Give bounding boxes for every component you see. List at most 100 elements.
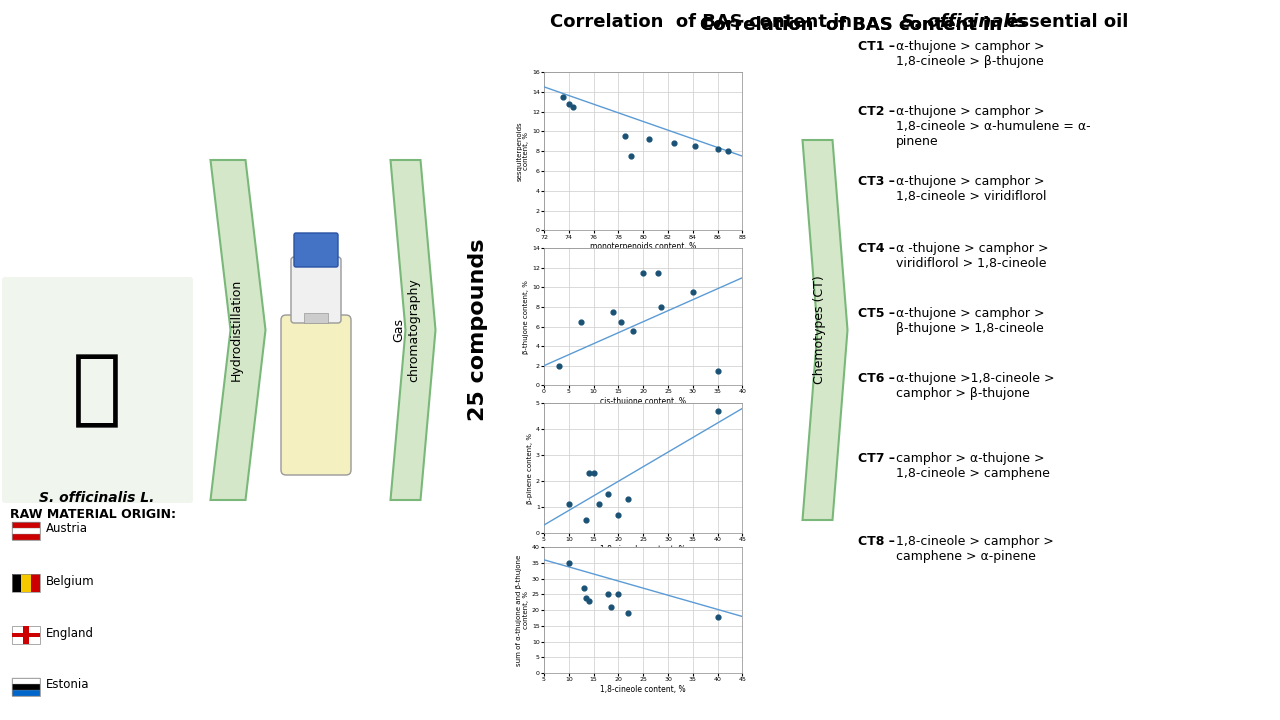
FancyBboxPatch shape [3,277,193,503]
Point [553,91,573,102]
Point [589,498,609,510]
Point [708,611,728,622]
Text: Correlation  of BAS content in: Correlation of BAS content in [550,13,859,31]
Text: α-thujone >1,8-cineole >
camphor > β-thujone: α-thujone >1,8-cineole > camphor > β-thu… [896,372,1055,400]
Point [608,509,628,521]
Text: essential oil: essential oil [1000,13,1129,31]
Polygon shape [390,160,435,500]
Point [608,589,628,600]
Text: Estonia: Estonia [46,678,90,691]
Point [634,267,654,279]
Bar [12,522,40,528]
Text: α-thujone > camphor >
1,8-cineole > β-thujone: α-thujone > camphor > 1,8-cineole > β-th… [896,40,1044,68]
Text: camphor > α-thujone >
1,8-cineole > camphene: camphor > α-thujone > 1,8-cineole > camp… [896,452,1050,480]
Bar [12,684,40,690]
X-axis label: monoterpenoids content, %: monoterpenoids content, % [590,243,696,251]
Point [573,582,594,594]
Text: α -thujone > camphor >
viridiflorol > 1,8-cineole: α -thujone > camphor > viridiflorol > 1,… [896,242,1048,270]
Point [598,589,618,600]
Text: CT2 –: CT2 – [858,105,900,118]
Point [664,138,685,149]
Text: CT6 –: CT6 – [858,372,900,385]
Text: CT5 –: CT5 – [858,307,900,320]
Point [576,514,596,526]
Point [558,498,579,510]
Text: CT3 –: CT3 – [858,175,900,188]
Point [558,557,579,569]
X-axis label: 1,8-cineole content, %: 1,8-cineole content, % [600,545,686,554]
Point [549,360,570,372]
Y-axis label: β-thujone content, %: β-thujone content, % [524,280,529,354]
Text: England: England [46,626,93,639]
Point [584,467,604,479]
Bar [12,574,22,592]
Text: Belgium: Belgium [46,575,95,588]
Point [614,130,635,142]
Polygon shape [803,140,847,520]
Text: 25 compounds: 25 compounds [468,239,488,421]
Point [600,601,621,613]
Text: Chemotypes (CT): Chemotypes (CT) [813,276,826,384]
Text: CT8 –: CT8 – [858,535,900,548]
Point [558,98,579,109]
Point [603,306,623,318]
Text: Correlation  of BAS content in: Correlation of BAS content in [700,16,1009,34]
Point [618,608,639,619]
Text: CT1 –: CT1 – [858,40,900,53]
Point [571,316,591,328]
Y-axis label: β-pinene content, %: β-pinene content, % [527,433,532,503]
Bar [31,574,40,592]
Point [717,145,737,157]
Text: CT7 –: CT7 – [858,452,900,465]
Bar [12,678,40,696]
Text: 1,8-cineole > camphor >
camphene > α-pinene: 1,8-cineole > camphor > camphene > α-pin… [896,535,1053,563]
Text: Gas
chromatography: Gas chromatography [392,278,420,382]
Text: Correlation  of BAS content in: Correlation of BAS content in [700,16,1009,34]
Bar [12,528,40,534]
Y-axis label: sesquiterpenoids
content, %: sesquiterpenoids content, % [516,122,529,181]
Point [611,316,631,328]
Text: α-thujone > camphor >
β-thujone > 1,8-cineole: α-thujone > camphor > β-thujone > 1,8-ci… [896,307,1044,335]
Point [708,365,728,377]
Bar [305,313,328,323]
FancyBboxPatch shape [294,233,338,267]
Point [708,143,728,155]
Point [579,467,599,479]
Bar [23,626,29,644]
Bar [12,534,40,540]
Text: RAW MATERIAL ORIGIN:: RAW MATERIAL ORIGIN: [10,508,177,521]
FancyBboxPatch shape [282,315,351,475]
Text: Hydrodistillation: Hydrodistillation [229,279,242,381]
Point [621,150,641,162]
Point [650,301,671,312]
Point [648,267,668,279]
Point [708,405,728,417]
Bar [12,633,40,637]
Bar [12,574,40,592]
Bar [12,690,40,696]
Bar [12,522,40,540]
X-axis label: 1,8-cineole content, %: 1,8-cineole content, % [600,685,686,694]
Y-axis label: sum of α-thujone and β-thujone
content, %: sum of α-thujone and β-thujone content, … [516,554,529,666]
Text: α-thujone > camphor >
1,8-cineole > α-humulene = α-
pinene: α-thujone > camphor > 1,8-cineole > α-hu… [896,105,1091,148]
FancyBboxPatch shape [291,257,340,323]
Point [562,101,582,112]
Point [682,287,703,298]
Polygon shape [210,160,265,500]
X-axis label: cis-thujone content, %: cis-thujone content, % [600,397,686,406]
Text: α-thujone > camphor >
1,8-cineole > viridiflorol: α-thujone > camphor > 1,8-cineole > viri… [896,175,1047,203]
Point [623,325,644,337]
Text: S. officinalis: S. officinalis [895,13,1027,31]
Bar [12,626,40,644]
Point [639,133,659,145]
Text: S. officinalis L.: S. officinalis L. [40,491,155,505]
Point [579,595,599,606]
Point [685,140,705,152]
Text: Austria: Austria [46,523,88,536]
Bar [12,678,40,684]
Point [598,488,618,500]
Point [618,493,639,505]
Text: CT4 –: CT4 – [858,242,900,255]
Text: 🌿: 🌿 [72,349,122,431]
Point [576,592,596,603]
